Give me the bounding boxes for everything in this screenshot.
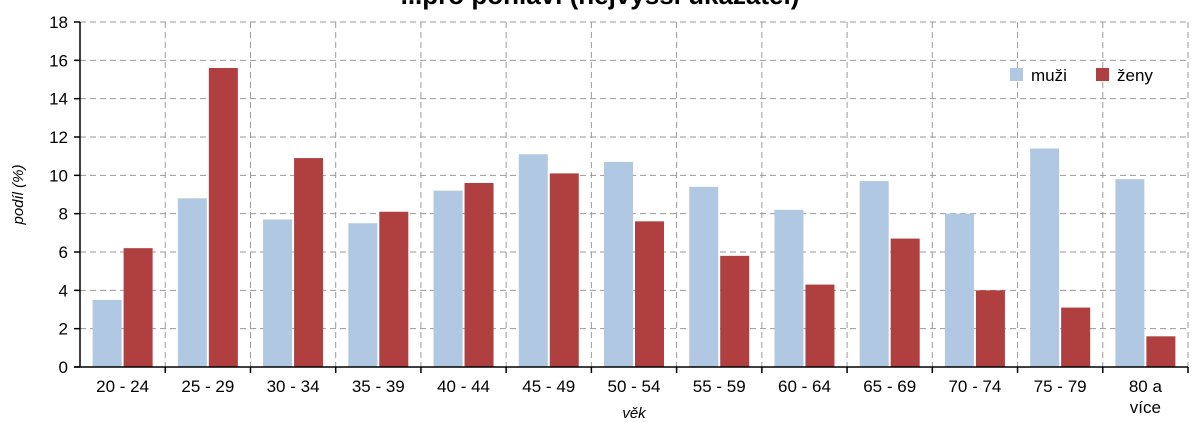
bar-zeny	[294, 158, 324, 367]
bar-muzi	[1115, 179, 1145, 367]
x-tick-label: 35 - 39	[352, 377, 405, 396]
legend-swatch-muzi	[1010, 68, 1023, 81]
x-tick-label: 25 - 29	[181, 377, 234, 396]
y-tick-label: 18	[49, 13, 68, 32]
chart-title: ...pro pohlaví (nejvyšší ukazatel)	[401, 0, 800, 10]
bar-zeny	[635, 221, 664, 367]
x-tick-label: 75 - 79	[1034, 377, 1087, 396]
legend-label-zeny: ženy	[1117, 66, 1153, 85]
bar-zeny	[975, 290, 1005, 367]
x-tick-label: 65 - 69	[863, 377, 916, 396]
x-tick-label: 70 - 74	[948, 377, 1001, 396]
bar-muzi	[177, 198, 207, 367]
bar-muzi	[348, 223, 378, 367]
bar-muzi	[433, 190, 463, 367]
bar-zeny	[1061, 307, 1091, 367]
bar-zeny	[720, 255, 750, 367]
legend-swatch-zeny	[1096, 68, 1109, 81]
y-tick-label: 6	[59, 243, 68, 262]
x-tick-label: 55 - 59	[693, 377, 746, 396]
axis-layer: 0 2 4 6 8 10 12 14 16 18 20 - 24 25 - 29 30 - 34 35 -…	[49, 13, 1189, 417]
bar-zeny	[890, 238, 920, 367]
x-tick-label: 30 - 34	[267, 377, 320, 396]
bar-muzi	[689, 186, 719, 367]
bar-zeny	[208, 68, 238, 367]
y-tick-label: 8	[59, 205, 68, 224]
bar-zeny	[549, 173, 579, 367]
y-tick-label: 10	[49, 166, 68, 185]
bar-zeny	[1146, 336, 1176, 367]
bar-zeny	[464, 183, 494, 367]
y-tick-label: 14	[49, 90, 68, 109]
legend-label-muzi: muži	[1031, 66, 1067, 85]
y-tick-label: 4	[59, 281, 68, 300]
bars-layer	[92, 68, 1176, 367]
x-tick-label: 40 - 44	[437, 377, 490, 396]
bar-zeny	[123, 248, 153, 367]
y-tick-label: 0	[59, 358, 68, 377]
bar-zeny	[379, 211, 409, 367]
bar-muzi	[518, 154, 548, 367]
bar-zeny	[805, 284, 835, 367]
bar-muzi	[774, 209, 804, 367]
bar-muzi	[944, 213, 974, 367]
x-tick-label: 45 - 49	[522, 377, 575, 396]
bar-muzi	[604, 161, 633, 367]
bar-muzi	[1030, 148, 1060, 367]
legend: muži ženy	[1010, 66, 1153, 85]
grid-layer	[80, 21, 1189, 367]
bar-muzi	[859, 181, 889, 367]
y-tick-label: 16	[49, 51, 68, 70]
x-tick-label: 50 - 54	[608, 377, 661, 396]
bar-muzi	[92, 299, 122, 367]
y-tick-label: 12	[49, 128, 68, 147]
x-tick-label: 60 - 64	[778, 377, 831, 396]
x-axis-title: věk	[622, 405, 647, 422]
y-tick-label: 2	[59, 320, 68, 339]
y-axis-title: podíl (%)	[10, 164, 27, 225]
x-tick-label: 20 - 24	[96, 377, 149, 396]
x-tick-label: 80 a více	[1129, 377, 1163, 417]
bar-muzi	[263, 219, 293, 367]
